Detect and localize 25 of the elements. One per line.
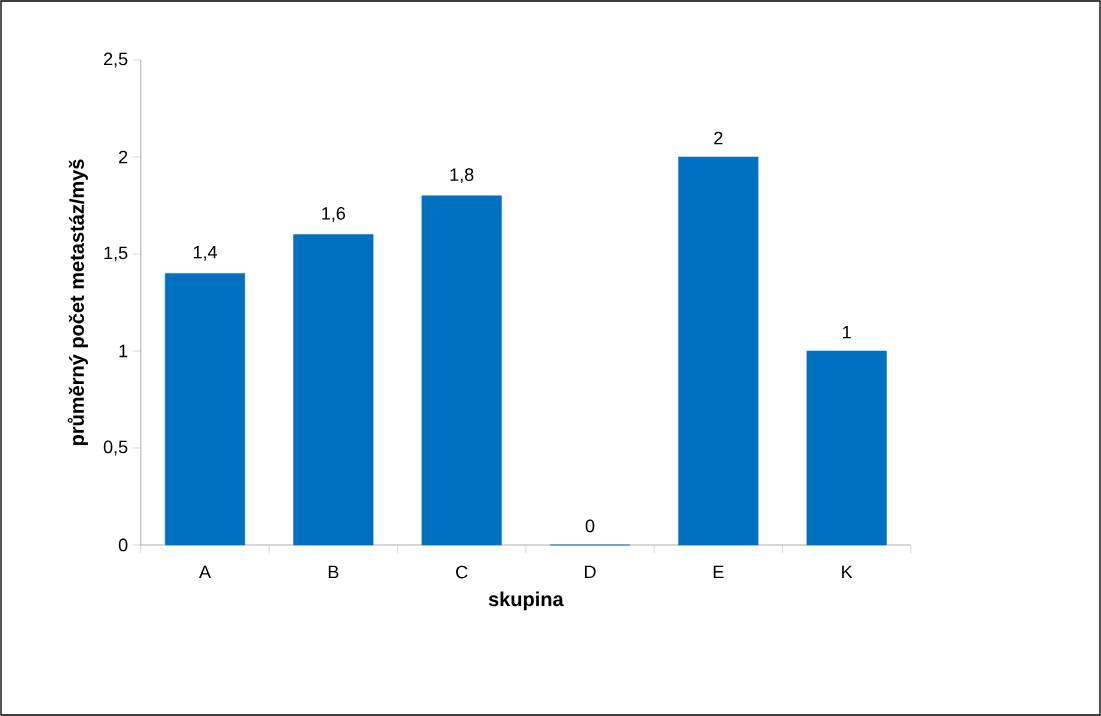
x-tick-label: D	[584, 565, 596, 579]
data-label: 2	[714, 131, 723, 145]
x-tick-label: B	[328, 565, 339, 579]
data-label: 1	[843, 325, 851, 339]
bar	[678, 156, 759, 546]
x-tick-label: C	[456, 565, 468, 579]
data-label: 1,6	[322, 207, 346, 222]
bar	[806, 350, 887, 546]
y-axis-title: průměrný počet metastáz/myš	[67, 159, 88, 446]
y-tick-label: 0	[118, 538, 128, 552]
y-tick-label: 0,5	[103, 440, 128, 456]
y-tick-label: 1	[119, 344, 128, 358]
y-tick-label: 1,5	[104, 246, 128, 262]
data-label: 1,4	[193, 246, 217, 261]
y-tick-label: 2	[119, 150, 128, 164]
data-label: 1,8	[450, 168, 474, 184]
x-tick-label: A	[199, 565, 211, 579]
y-tick-label: 2,5	[104, 52, 128, 68]
bar	[421, 195, 502, 546]
data-label: 0	[585, 519, 595, 533]
bar	[164, 273, 246, 546]
x-axis-title: skupina	[488, 591, 564, 611]
bar	[293, 234, 374, 546]
x-tick-label: E	[713, 565, 724, 579]
x-tick-label: K	[842, 565, 853, 579]
